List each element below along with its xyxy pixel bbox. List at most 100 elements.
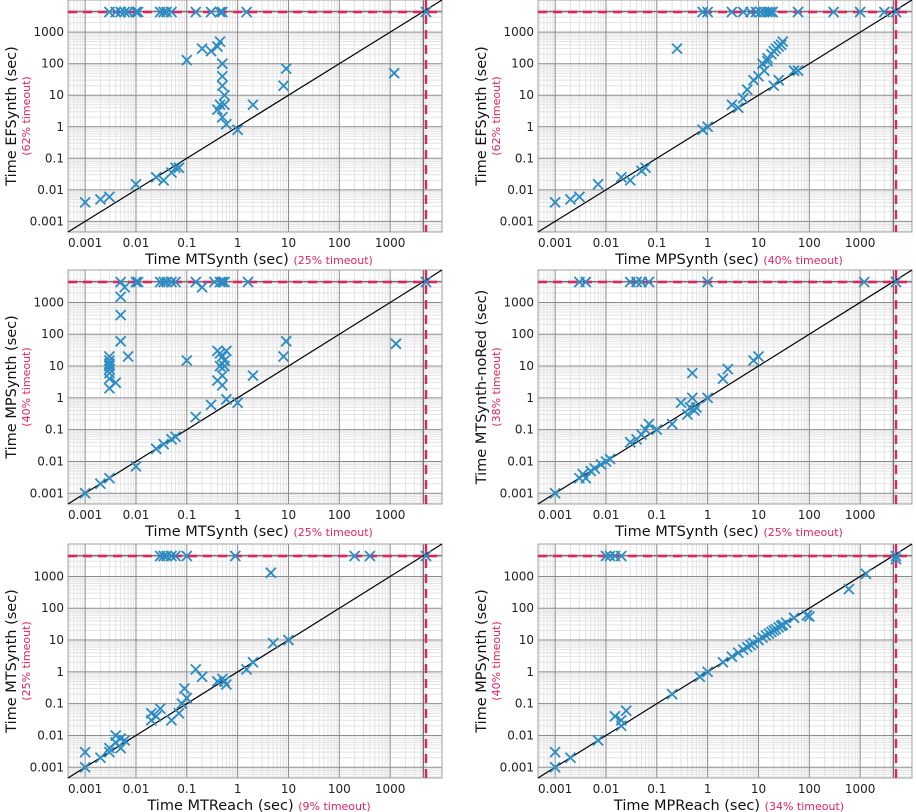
data-point [589,462,601,475]
x-tick-label: 1000 [845,782,876,796]
x-tick-label: 1 [234,236,242,250]
y-tick-label: 100 [511,601,534,615]
data-point [214,276,226,288]
data-point [609,710,621,722]
data-point [675,397,687,409]
data-point [764,6,776,18]
data-point [205,6,217,18]
data-point [181,354,193,367]
data-point [79,487,91,499]
y-tick-label: 0.1 [515,423,534,437]
y-tick-label: 0.01 [37,454,64,468]
data-point [247,369,259,382]
data-point [564,752,577,764]
data-point [115,291,127,303]
y-tick-label: 100 [511,327,534,341]
data-point [697,124,709,136]
data-point [702,6,714,18]
y-tick-label: 100 [41,57,64,71]
data-point [190,411,202,423]
y-axis-label: Time EFSynth (sec)(62% timeout) [4,46,33,187]
data-point [639,424,652,436]
data-point [726,651,738,663]
x-tick-label: 0.001 [68,782,102,796]
x-tick-label: 10 [751,508,766,522]
data-point [767,6,779,18]
x-tick-label: 10 [751,782,766,796]
x-axis-label: Time MTSynth (sec) (25% timeout) [614,524,843,540]
x-tick-label: 10 [281,236,296,250]
x-axis-label: Time MPSynth (sec) (40% timeout) [614,252,843,268]
y-tick-label: 10 [49,359,64,373]
y-tick-label: 100 [41,327,64,341]
data-point [549,487,561,499]
x-tick-label: 0.001 [538,508,572,522]
y-tick-label: 1000 [503,25,534,39]
data-point [218,89,231,101]
data-point [130,6,142,18]
y-tick-label: 1 [56,665,64,679]
data-point [216,111,228,123]
data-point [169,550,182,562]
y-tick-label: 10 [49,88,64,102]
data-point [205,399,217,411]
data-point [732,647,744,659]
data-point [843,583,855,595]
data-point [280,62,292,75]
x-tick-label: 0.01 [593,508,620,522]
data-point [580,472,592,484]
data-point [190,276,202,288]
x-tick-label: 0.01 [593,782,620,796]
data-point [686,392,698,404]
y-tick-label: 1 [526,120,534,134]
x-tick-label: 100 [328,508,351,522]
data-point [282,634,295,646]
data-point [758,65,770,77]
y-tick-label: 0.1 [45,697,64,711]
x-tick-label: 0.1 [177,508,196,522]
data-point [169,162,182,174]
data-point [173,162,185,174]
data-point [615,171,627,183]
x-tick-label: 0.1 [647,508,666,522]
x-tick-label: 0.01 [123,782,150,796]
x-tick-label: 100 [328,782,351,796]
data-point [267,637,279,649]
x-tick-label: 100 [798,782,821,796]
scatter-panel-4: 0.001 0.001 0.01 0.01 0.1 0.1 1 1 10 10 100 100 1000… [474,269,913,540]
x-tick-label: 1000 [375,236,406,250]
data-point [592,734,604,747]
data-point [130,276,142,288]
data-point [780,617,792,629]
data-point [702,392,714,404]
grid [68,0,442,232]
data-point [681,408,694,421]
grid [68,544,442,778]
x-tick-label: 0.1 [177,782,196,796]
data-point [858,276,870,288]
data-point [130,178,142,190]
y-tick-label: 0.1 [45,151,64,165]
data-point [620,705,632,717]
data-point [651,424,663,436]
y-tick-label: 0.01 [507,728,534,742]
data-point [803,610,815,623]
scatter-panel-3: 0.001 0.001 0.01 0.01 0.1 0.1 1 1 10 10 100 100 1000… [4,269,443,540]
x-tick-label: 1 [704,508,712,522]
data-point [94,478,107,490]
data-point [737,92,749,104]
data-point [181,692,193,704]
data-point [160,6,173,18]
data-point [420,276,432,288]
data-point [216,276,228,288]
data-point [741,84,753,96]
data-point [220,118,233,130]
data-points [79,276,432,499]
plot-frame [67,269,443,505]
data-point [181,54,193,66]
y-axis-label: Time MTSynth-noRed (sec)(38% timeout) [474,290,503,486]
data-point [165,6,178,18]
data-point [639,162,652,174]
data-point [240,6,253,18]
data-point [717,373,729,385]
